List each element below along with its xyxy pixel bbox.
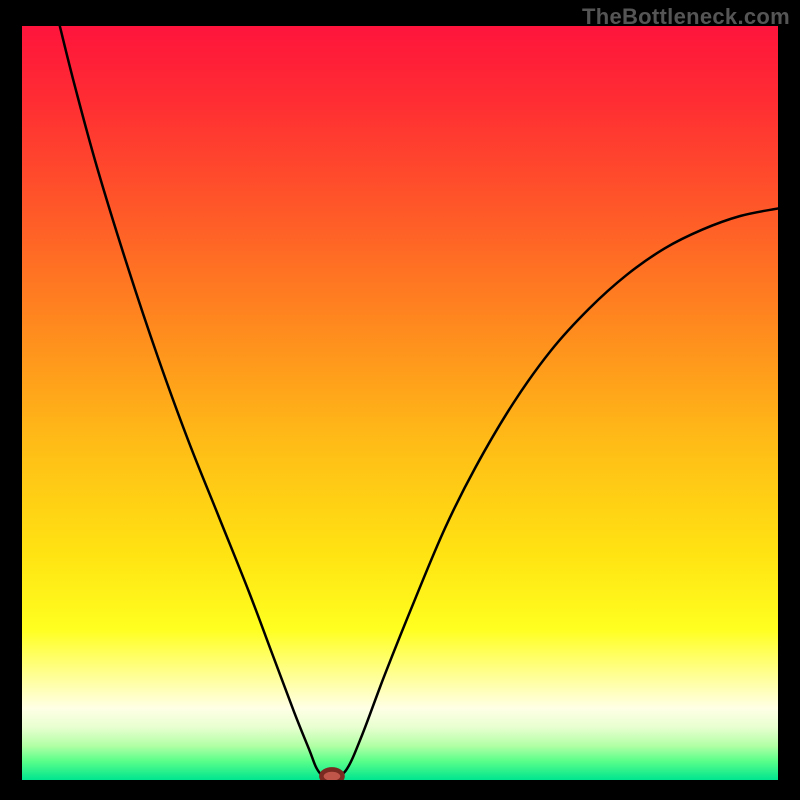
outer-frame: TheBottleneck.com: [0, 0, 800, 800]
plot-area: [22, 26, 778, 780]
bottleneck-chart: [22, 26, 778, 780]
gradient-background: [22, 26, 778, 780]
optimum-marker: [321, 769, 342, 780]
